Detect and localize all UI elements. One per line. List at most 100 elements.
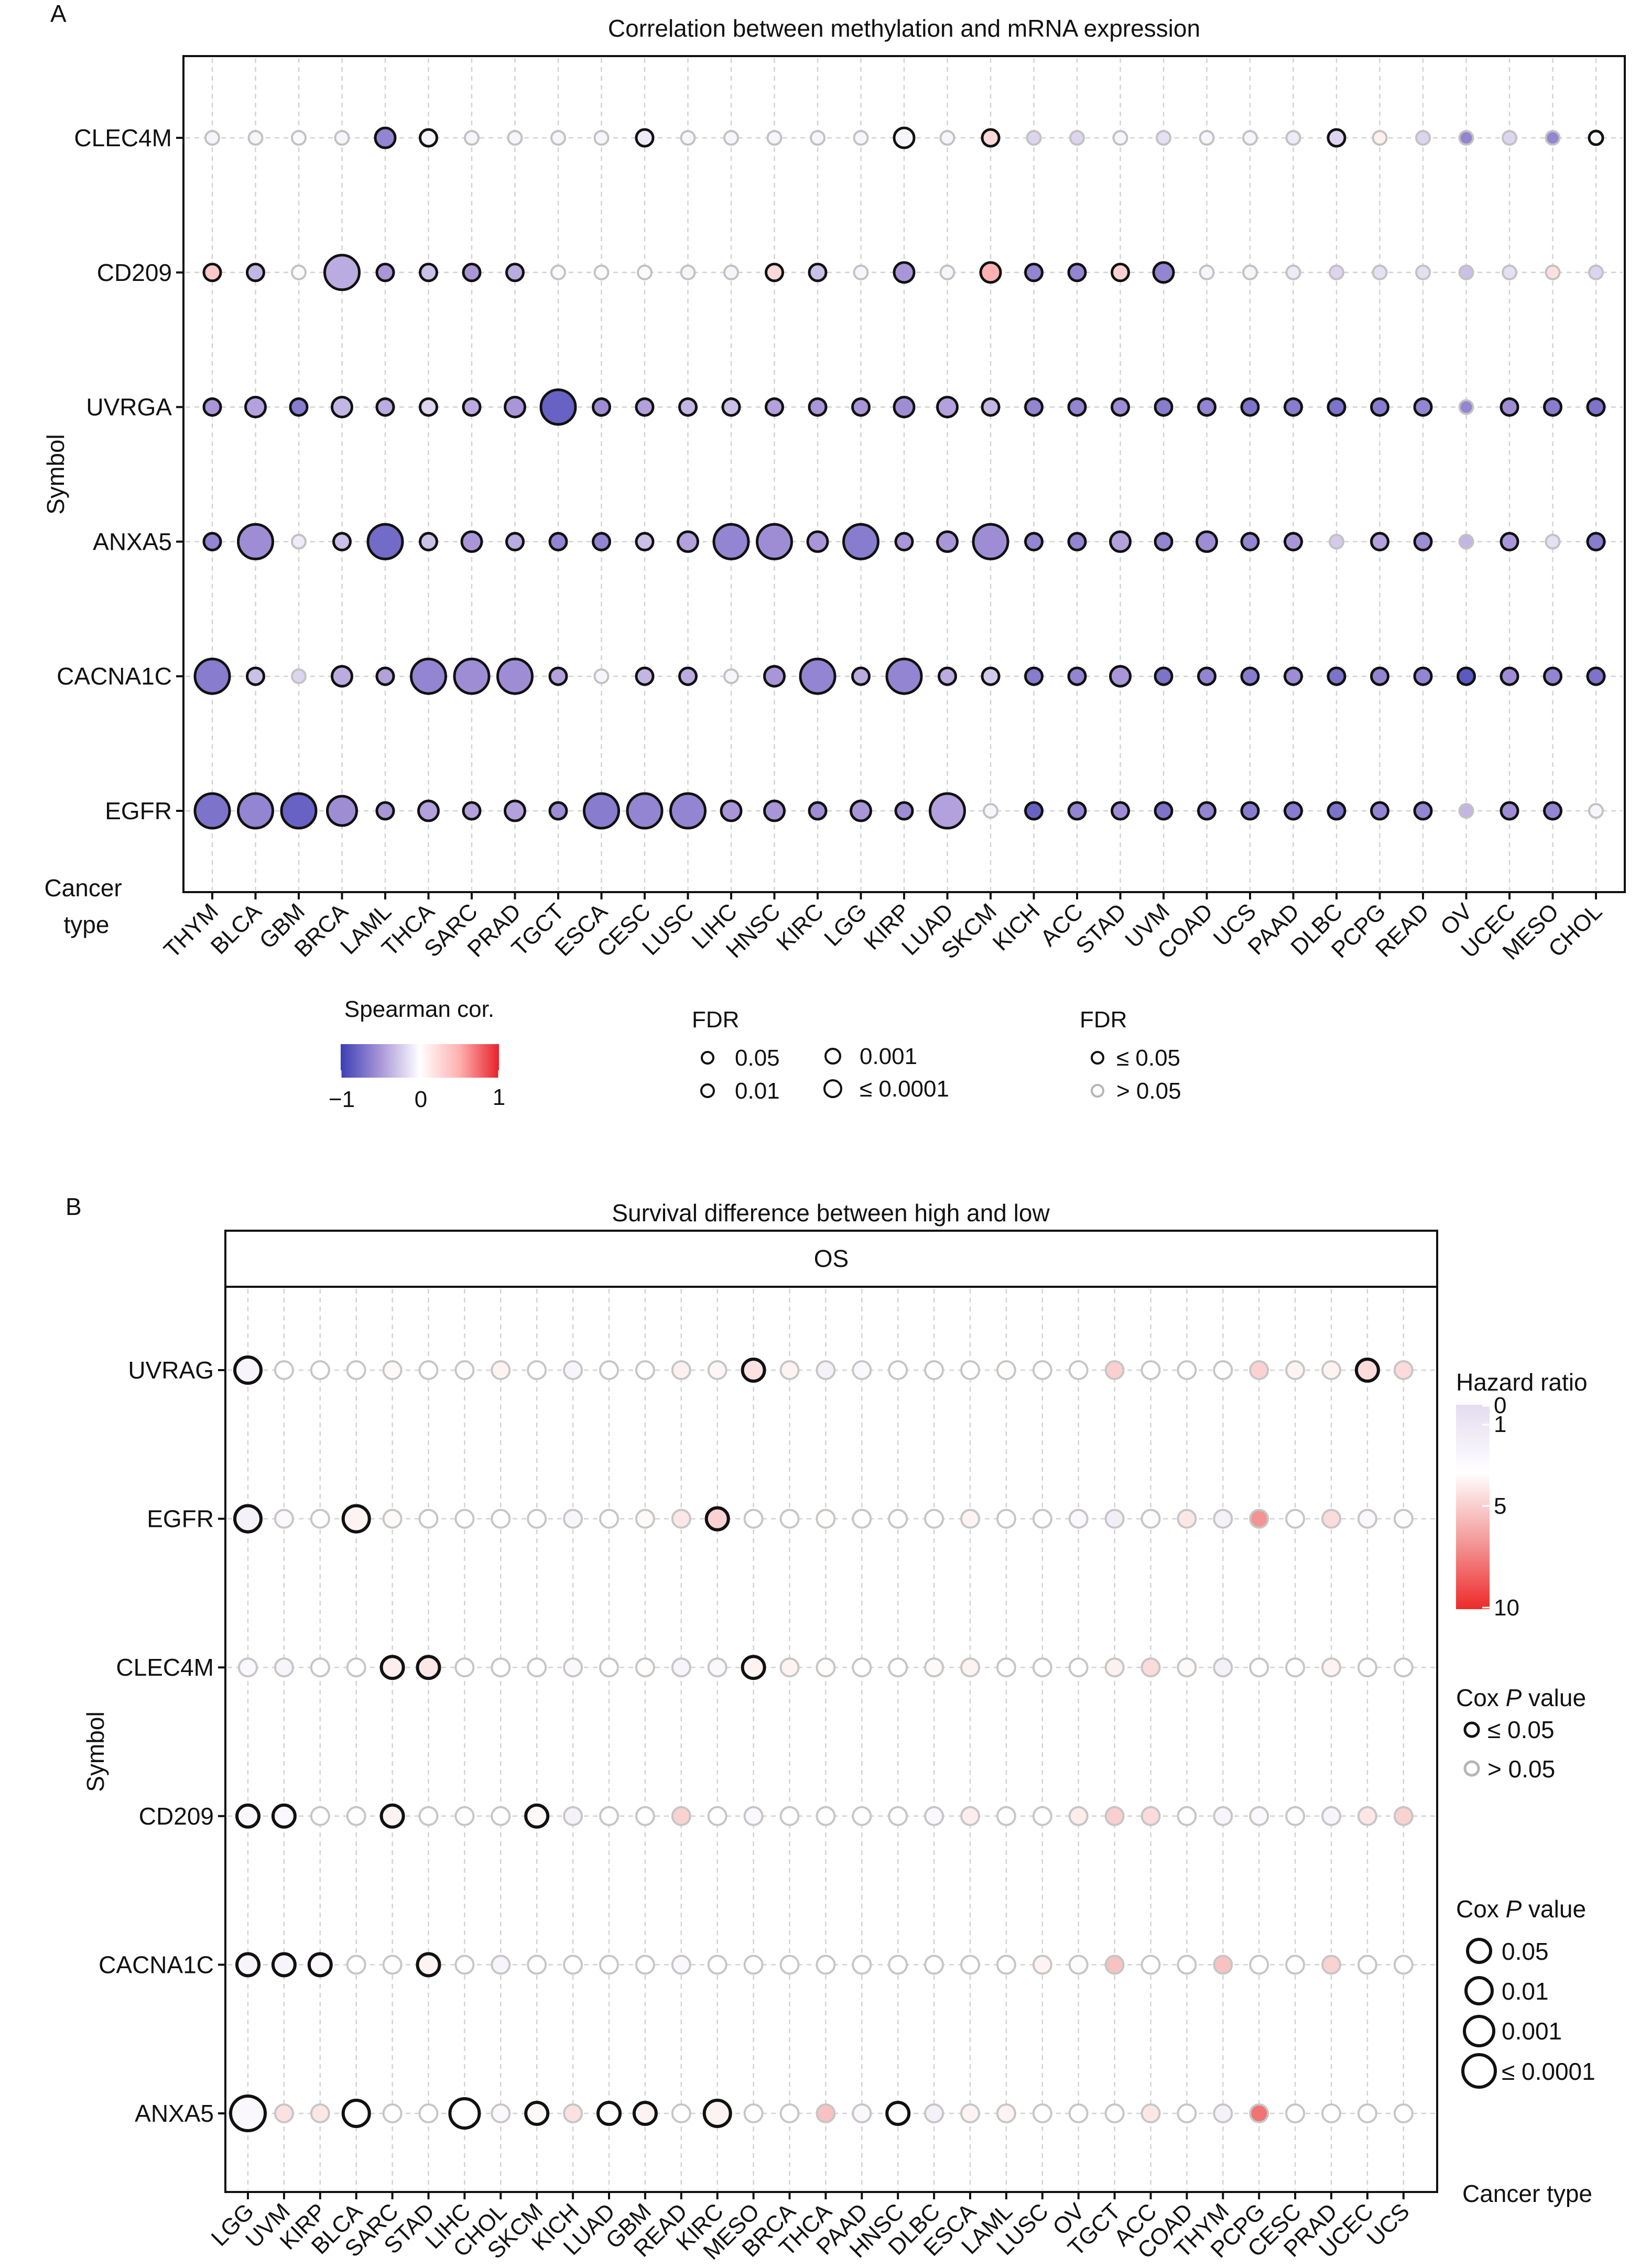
panel-a-color-tick-label: −1 [329, 1087, 355, 1112]
bubble-UVRAG-KIRP [310, 1360, 330, 1380]
bubble-CD209-UVM [1152, 261, 1175, 284]
panel-a-y-axis-title: Symbol [42, 434, 69, 514]
bubble-CLEC4M-PRAD [507, 130, 523, 146]
bubble-CD209-BRCA [323, 254, 361, 291]
bubble-UVRGA-KICH [1024, 397, 1044, 417]
bubble-UVRGA-COAD [1197, 397, 1216, 417]
x-tick-label: UCS [1362, 2198, 1415, 2251]
bubble-CACNA1C-UCS [1393, 1955, 1414, 1975]
bubble-UVRGA-PRAD [504, 396, 526, 419]
bubble-CLEC4M-KIRC [810, 130, 826, 146]
bubble-ANXA5-PAAD [852, 2103, 872, 2123]
bubble-UVRGA-LAML [375, 397, 395, 417]
bubble-CLEC4M-TGCT [550, 130, 566, 146]
bubble-CD209-MESO [1545, 264, 1561, 280]
panel-b-color-legend: Hazard ratio 0 1 5 10 [1456, 1369, 1588, 1621]
bubble-UVRGA-MESO [1543, 397, 1562, 417]
bubble-EGFR-BLCA [341, 1504, 371, 1534]
bubble-UVRAG-PAAD [852, 1360, 872, 1380]
bubble-CD209-UVM [271, 1803, 297, 1829]
bubble-CLEC4M-PRAD [1321, 1657, 1341, 1678]
bubble-UVRGA-LGG [851, 397, 871, 417]
bubble-CD209-LUSC [680, 264, 696, 280]
bubble-UVRGA-DLBC [1327, 397, 1346, 417]
bubble-CACNA1C-THCA [410, 657, 447, 695]
bubble-UVRAG-TGCT [1104, 1360, 1125, 1380]
panel-b-y-axis-title: Symbol [82, 1711, 109, 1792]
bubble-CD209-KIRP [893, 261, 916, 284]
bubble-CD209-UCS [1393, 1806, 1414, 1826]
bubble-CD209-THCA [816, 1806, 836, 1826]
bubble-UVRAG-READ [671, 1360, 691, 1380]
bubble-CLEC4M-MESO [1545, 130, 1561, 146]
bubble-CLEC4M-CHOL [491, 1657, 511, 1678]
bubble-ANXA5-STAD [1109, 530, 1132, 553]
bubble-EGFR-STAD [418, 1509, 439, 1529]
bubble-CD209-LGG [853, 264, 869, 280]
bubble-ANXA5-SARC [460, 530, 483, 553]
bubble-EGFR-LAML [996, 1509, 1016, 1529]
bubble-ANXA5-LUSC [1032, 2103, 1052, 2123]
bubble-CD209-PAAD [1285, 264, 1301, 280]
bubble-ANXA5-COAD [1196, 530, 1218, 553]
bubble-CACNA1C-STAD [1109, 665, 1132, 688]
bubble-UVRAG-DLBC [924, 1360, 944, 1380]
x-tick-label: KICH [988, 898, 1045, 956]
bubble-ANXA5-BLCA [237, 523, 274, 560]
panel-b-bubbles [229, 1355, 1414, 2132]
bubble-CACNA1C-DLBC [1327, 666, 1346, 686]
bubble-CD209-TGCT [1104, 1806, 1125, 1826]
bubble-UVRAG-ESCA [960, 1360, 980, 1380]
bubble-EGFR-UCEC [1357, 1509, 1377, 1529]
bubble-CD209-READ [1415, 264, 1431, 280]
bubble-UVRAG-UVM [274, 1360, 294, 1380]
bubble-EGFR-ACC [1067, 801, 1087, 821]
bubble-ANXA5-KIRC [806, 530, 829, 553]
bubble-UVRGA-ESCA [592, 397, 611, 417]
bubble-CD209-BRCA [779, 1806, 800, 1826]
bubble-UVRAG-SARC [382, 1360, 403, 1380]
bubble-EGFR-LGG [233, 1504, 263, 1534]
y-tick-label: ANXA5 [135, 2100, 214, 2127]
bubble-CLEC4M-KICH [563, 1657, 583, 1678]
bubble-CD209-OV [1458, 264, 1474, 280]
bubble-ANXA5-ACC [1067, 531, 1087, 551]
y-tick-label: EGFR [105, 797, 172, 824]
bubble-CD209-OV [1068, 1806, 1089, 1826]
bubble-CD209-COAD [1177, 1806, 1197, 1826]
bubble-CLEC4M-UCS [1242, 130, 1258, 146]
bubble-UVRGA-PCPG [1370, 397, 1389, 417]
panel-b-x-tick-labels: LGGUVMKIRPBLCASARCSTADLIHCCHOLSKCMKICHLU… [207, 2192, 1415, 2265]
bubble-CACNA1C-HNSC [888, 1955, 908, 1975]
bubble-CD209-DLBC [1329, 264, 1344, 280]
bubble-UVRAG-LGG [233, 1355, 263, 1385]
bubble-UVRAG-UCEC [1354, 1358, 1380, 1383]
bubble-CLEC4M-UVM [274, 1657, 294, 1678]
bubble-CACNA1C-LAML [375, 666, 395, 686]
panel-a-border-label: ≤ 0.05 [1116, 1045, 1180, 1071]
bubble-CLEC4M-LGG [853, 130, 869, 146]
bubble-CD209-PAAD [852, 1806, 872, 1826]
bubble-UVRGA-SKCM [981, 397, 1001, 417]
panel-b-border-label: ≤ 0.05 [1487, 1716, 1555, 1743]
bubble-ANXA5-THCA [419, 531, 438, 551]
panel-a-color-legend: Spearman cor. −1 0 1 [329, 996, 505, 1112]
bubble-CACNA1C-LUAD [938, 666, 957, 686]
panel-a-border-legend-title: FDR [1080, 1007, 1127, 1033]
bubble-EGFR-HNSC [888, 1509, 908, 1529]
bubble-CD209-LUAD [939, 264, 955, 280]
bubble-UVRAG-THCA [816, 1360, 836, 1380]
bubble-CACNA1C-MESO [1543, 666, 1562, 686]
panel-a-bubbles [193, 126, 1606, 830]
panel-b-title: Survival difference between high and low [612, 1199, 1050, 1227]
bubble-EGFR-TGCT [1104, 1509, 1125, 1529]
panel-b-y-tick-labels: UVRAG EGFR CLEC4M CD209 CACNA1C ANXA5 [99, 1357, 225, 2127]
bubble-CACNA1C-SKCM [981, 666, 1001, 686]
bubble-EGFR-KIRC [704, 1506, 730, 1532]
bubble-UVRAG-LAML [996, 1360, 1016, 1380]
bubble-CACNA1C-MESO [743, 1955, 764, 1975]
x-tick-label: BLCA [206, 898, 267, 959]
bubble-CD209-KIRC [808, 263, 828, 283]
bubble-CD209-PCPG [1372, 264, 1388, 280]
bubble-CACNA1C-LIHC [454, 1955, 475, 1975]
